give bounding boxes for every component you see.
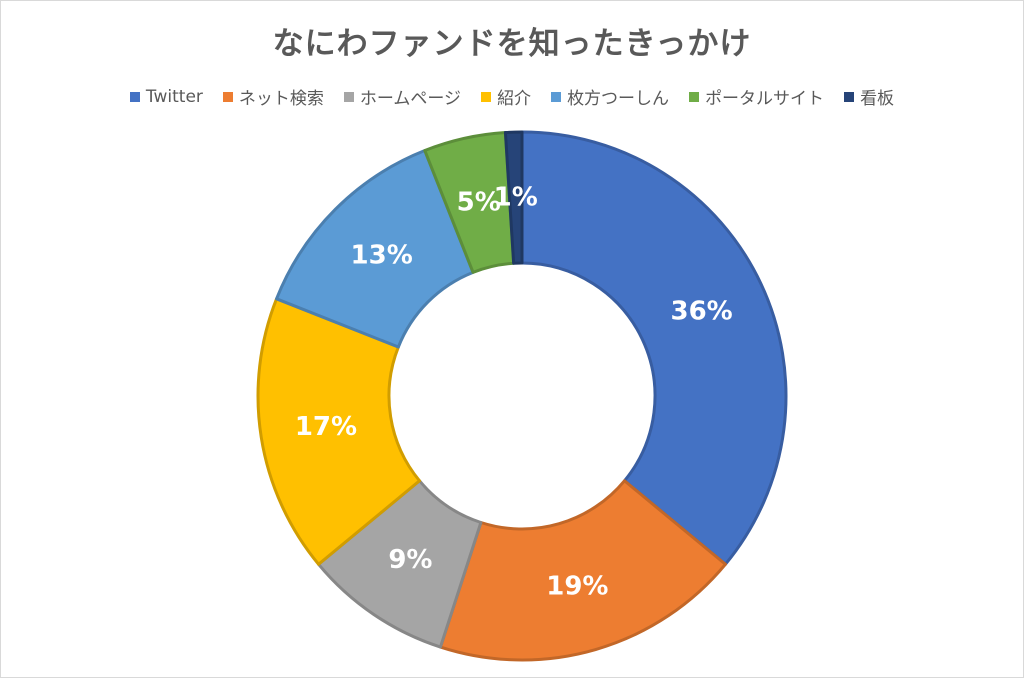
legend-swatch [551, 91, 562, 102]
chart-title: なにわファンドを知ったきっかけ [272, 26, 752, 62]
legend-swatch [343, 91, 354, 102]
legend-swatch [222, 91, 233, 102]
legend-label: ポータルサイト [705, 89, 825, 109]
data-label: 9% [388, 545, 432, 575]
data-label: 1% [494, 183, 538, 213]
legend-item: ホームページ [343, 84, 462, 109]
legend-item: ネット検索 [222, 84, 324, 109]
donut-slice [438, 479, 727, 662]
legend-item: Twitter [129, 86, 203, 107]
data-label: 13% [351, 241, 413, 271]
data-label: 36% [670, 296, 732, 326]
legend-item: 枚方つーしん [551, 84, 669, 109]
legend-swatch [689, 91, 700, 102]
legend-label: 枚方つーしん [567, 89, 670, 109]
data-label: 5% [457, 187, 501, 217]
legend-item: 看板 [844, 84, 894, 109]
donut-slice [520, 130, 788, 566]
legend-label: ネット検索 [238, 89, 324, 109]
donut-slice [256, 297, 422, 566]
legend-item: ポータルサイト [689, 84, 824, 109]
donut-slice [503, 130, 524, 265]
data-label: 19% [546, 572, 608, 602]
legend-label: ホームページ [359, 89, 462, 109]
legend-label: Twitter [145, 86, 203, 107]
legend-swatch [481, 91, 492, 102]
legend-label: 看板 [860, 89, 895, 109]
legend-item: 紹介 [481, 84, 531, 109]
legend-swatch [844, 91, 855, 102]
legend: Twitter ネット検索 ホームページ 紹介 枚方つーしん ポータルサイト 看板 [0, 84, 1024, 109]
legend-swatch [129, 91, 140, 102]
data-label: 17% [295, 412, 357, 442]
legend-label: 紹介 [497, 89, 532, 109]
